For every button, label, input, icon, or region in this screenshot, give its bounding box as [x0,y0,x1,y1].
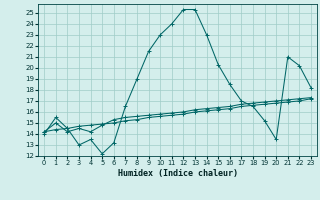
X-axis label: Humidex (Indice chaleur): Humidex (Indice chaleur) [118,169,238,178]
